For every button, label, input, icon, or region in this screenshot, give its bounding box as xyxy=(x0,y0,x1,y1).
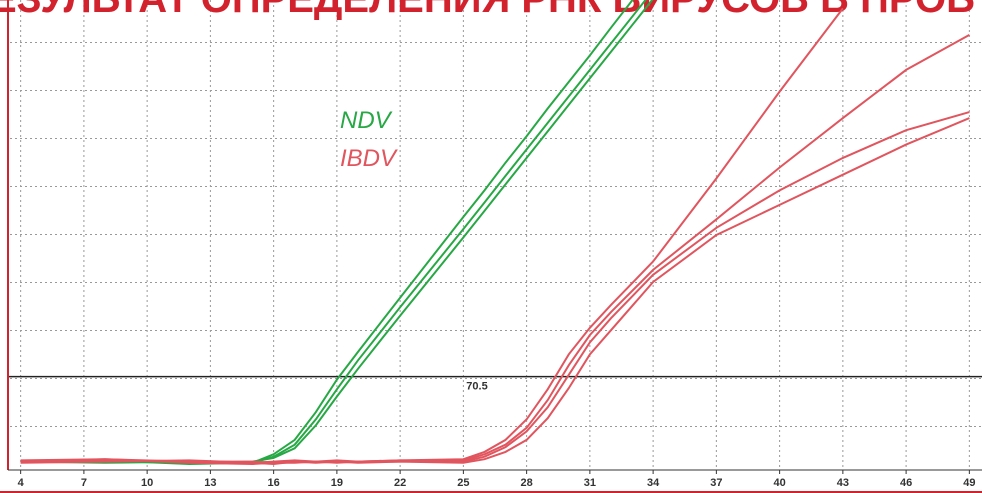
x-tick-label: 31 xyxy=(584,477,596,489)
x-tick-label: 40 xyxy=(773,477,785,489)
x-tick-label: 25 xyxy=(457,477,469,489)
grid-background xyxy=(8,0,982,470)
chart-title: ЕЗУЛЬТАТ ОПРЕДЕЛЕНИЯ РНК ВИРУСОВ В ПРОБ xyxy=(0,0,975,21)
x-tick-label: 34 xyxy=(647,477,660,489)
legend-label: IBDV xyxy=(340,145,398,172)
x-tick-label: 7 xyxy=(81,477,87,489)
x-tick-label: 16 xyxy=(268,477,280,489)
x-tick-label: 19 xyxy=(331,477,343,489)
x-tick-label: 4 xyxy=(18,477,25,489)
x-tick-label: 49 xyxy=(963,477,975,489)
series-line xyxy=(20,111,970,466)
legend-label: NDV xyxy=(340,107,393,134)
x-tick-label: 22 xyxy=(394,477,406,489)
series-line xyxy=(20,117,970,464)
x-tick-label: 37 xyxy=(710,477,722,489)
x-tick-label: 46 xyxy=(900,477,912,489)
threshold-label: 70.5 xyxy=(466,381,487,393)
x-tick-label: 43 xyxy=(837,477,849,489)
x-tick-label: 28 xyxy=(520,477,532,489)
series-group xyxy=(20,0,970,466)
x-tick-label: 10 xyxy=(141,477,153,489)
x-tick-label: 13 xyxy=(204,477,216,489)
